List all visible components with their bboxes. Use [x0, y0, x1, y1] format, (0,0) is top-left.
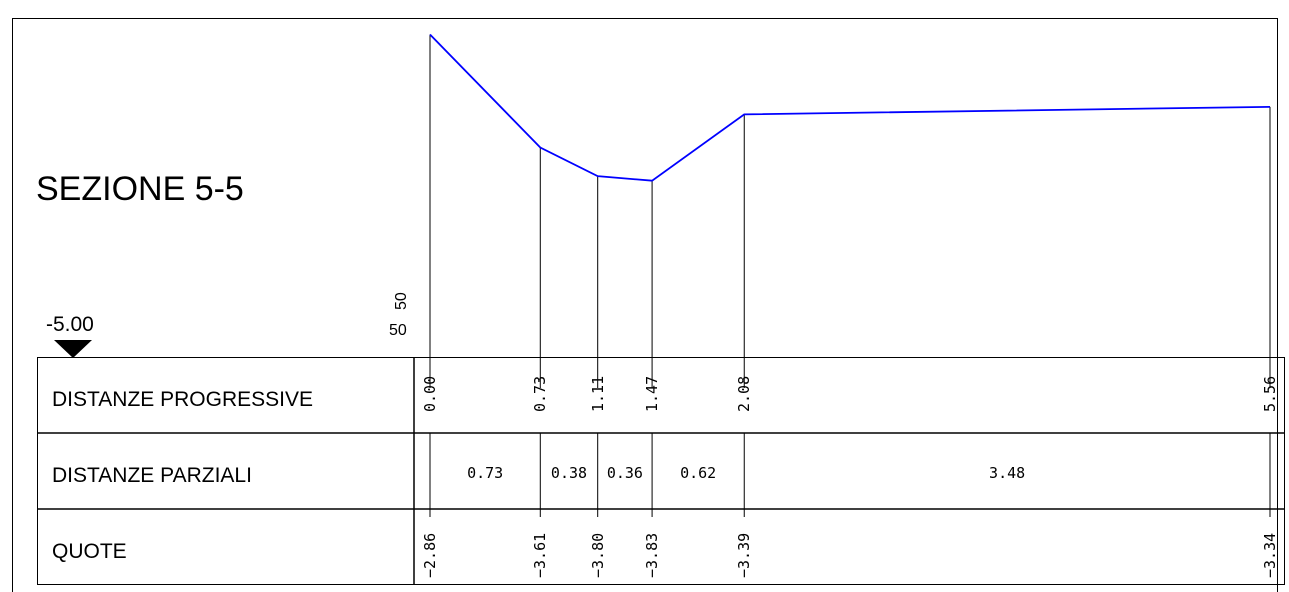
reference-level-triangle-icon: [54, 340, 92, 358]
progressive-distance-label: 2.08: [735, 375, 754, 412]
ground-profile-line: [429, 33, 1271, 182]
row-label-progressive-distances: DISTANZE PROGRESSIVE: [52, 388, 313, 411]
partial-distance-label: 0.36: [606, 464, 643, 482]
elevation-label: −3.34: [1261, 532, 1279, 578]
elevation-label: −2.86: [421, 532, 439, 578]
reference-level-label: -5.00: [46, 313, 94, 336]
progressive-distance-label: 1.47: [643, 375, 662, 412]
elevation-label: −3.39: [735, 532, 754, 578]
progressive-distance-label: 0.00: [421, 375, 439, 412]
partial-distance-label: 3.48: [989, 464, 1026, 482]
section-data-table: [37, 357, 1285, 585]
section-title: SEZIONE 5-5: [36, 170, 244, 208]
progressive-distance-label: 1.11: [588, 375, 607, 412]
partial-distance-label: 0.38: [550, 464, 588, 482]
progressive-distance-label: 5.56: [1261, 375, 1279, 412]
elevation-label: −3.61: [531, 532, 550, 578]
partial-distance-label: 0.62: [680, 464, 717, 482]
progressive-distance-label: 0.73: [531, 375, 550, 412]
horizontal-scale-label: 50: [389, 322, 407, 339]
row-label-partial-distances: DISTANZE PARZIALI: [52, 464, 252, 487]
elevation-label: −3.83: [643, 532, 662, 578]
elevation-label: −3.80: [588, 532, 607, 578]
row-label-elevations: QUOTE: [52, 540, 127, 563]
partial-distance-label: 0.73: [467, 464, 504, 482]
drawing-frame: [12, 18, 1278, 592]
